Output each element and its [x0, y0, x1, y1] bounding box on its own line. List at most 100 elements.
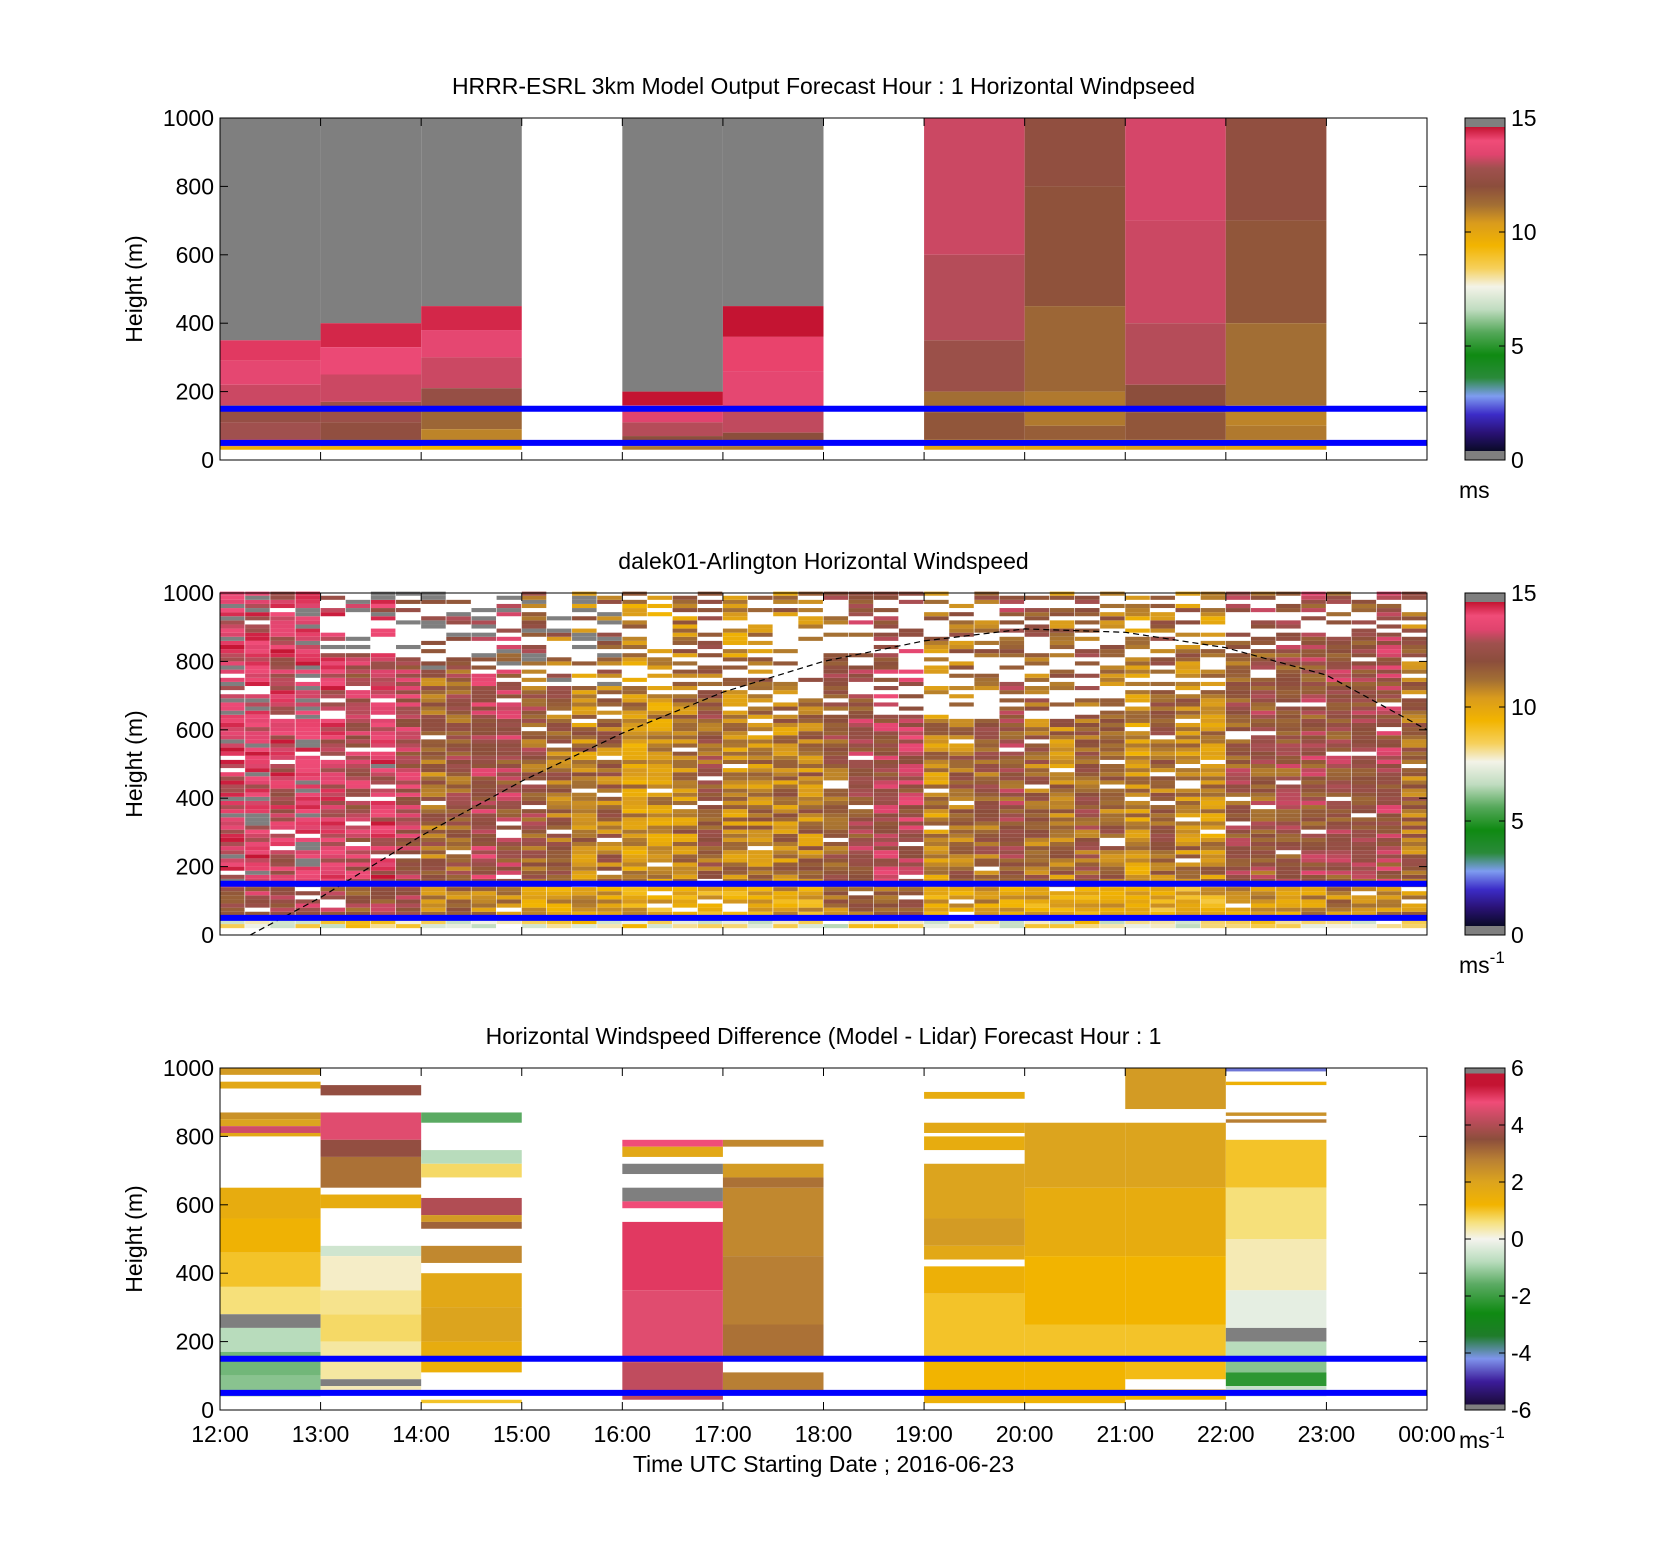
- heatmap-cell: [722, 710, 748, 715]
- heatmap-cell: [496, 903, 522, 908]
- heatmap-cell: [1125, 776, 1150, 781]
- heatmap-cell: [572, 891, 597, 896]
- heatmap-cell: [924, 751, 949, 756]
- heatmap-cell: [1301, 739, 1326, 744]
- heatmap-cell: [1301, 911, 1326, 916]
- heatmap-cell: [1125, 1324, 1226, 1359]
- heatmap-cell: [1049, 644, 1075, 650]
- heatmap-cell: [295, 858, 320, 863]
- heatmap-cell: [597, 751, 622, 756]
- heatmap-cell: [1074, 854, 1100, 859]
- heatmap-cell: [396, 644, 421, 650]
- heatmap-cell: [345, 702, 371, 707]
- heatmap-cell: [647, 595, 673, 600]
- heatmap-cell: [999, 612, 1025, 617]
- heatmap-cell: [396, 694, 421, 699]
- heatmap-cell: [999, 772, 1025, 777]
- heatmap-cell: [873, 792, 899, 797]
- heatmap-cell: [1301, 686, 1326, 691]
- heatmap-cell: [270, 603, 295, 609]
- heatmap-cell: [496, 669, 522, 674]
- heatmap-cell: [446, 858, 471, 863]
- heatmap-cell: [295, 653, 320, 658]
- heatmap-cell: [597, 698, 622, 703]
- heatmap-cell: [471, 686, 497, 691]
- heatmap-cell: [546, 788, 572, 793]
- heatmap-cell: [823, 800, 849, 806]
- heatmap-cell: [672, 616, 698, 621]
- heatmap-cell: [1326, 673, 1351, 678]
- heatmap-cell: [722, 792, 748, 797]
- heatmap-cell: [295, 649, 320, 654]
- heatmap-cell: [848, 595, 874, 600]
- heatmap-cell: [647, 612, 673, 617]
- heatmap-cell: [1175, 603, 1201, 609]
- heatmap-cell: [672, 735, 698, 740]
- heatmap-cell: [345, 907, 371, 912]
- heatmap-cell: [421, 306, 522, 331]
- heatmap-cell: [798, 764, 823, 769]
- heatmap-cell: [1401, 846, 1427, 851]
- heatmap-cell: [898, 649, 924, 654]
- heatmap-cell: [1225, 1187, 1327, 1239]
- heatmap-cell: [1074, 850, 1100, 855]
- heatmap-cell: [295, 764, 320, 769]
- heatmap-cell: [396, 661, 421, 666]
- heatmap-cell: [798, 776, 823, 781]
- heatmap-cell: [245, 640, 270, 645]
- heatmap-cell: [572, 895, 597, 900]
- heatmap-cell: [597, 686, 622, 691]
- heatmap-cell: [396, 924, 421, 929]
- heatmap-cell: [823, 907, 849, 912]
- heatmap-cell: [672, 649, 698, 654]
- heatmap-cell: [1074, 903, 1100, 908]
- heatmap-cell: [1024, 657, 1050, 662]
- heatmap-cell: [1049, 825, 1075, 830]
- heatmap-cell: [446, 710, 471, 715]
- heatmap-cell: [1401, 706, 1427, 711]
- heatmap-cell: [220, 747, 245, 752]
- heatmap-cell: [672, 817, 698, 822]
- heatmap-cell: [647, 784, 673, 789]
- heatmap-cell: [1250, 739, 1276, 744]
- heatmap-cell: [1301, 603, 1326, 609]
- heatmap-cell: [949, 632, 974, 637]
- heatmap-cell: [622, 636, 647, 641]
- heatmap-cell: [1250, 825, 1276, 830]
- heatmap-cell: [1276, 743, 1301, 748]
- heatmap-cell: [974, 907, 999, 912]
- heatmap-cell: [798, 624, 823, 629]
- heatmap-cell: [572, 866, 597, 871]
- heatmap-cell: [974, 653, 999, 658]
- heatmap-cell: [1250, 841, 1276, 847]
- heatmap-cell: [1225, 1239, 1327, 1291]
- heatmap-cell: [974, 722, 999, 728]
- heatmap-cell: [1125, 854, 1150, 859]
- heatmap-cell: [597, 710, 622, 715]
- heatmap-cell: [1150, 714, 1175, 719]
- heatmap-cell: [647, 792, 673, 797]
- heatmap-cell: [1150, 829, 1175, 834]
- heatmap-cell: [597, 702, 622, 707]
- heatmap-cell: [1326, 813, 1351, 818]
- heatmap-cell: [345, 759, 371, 764]
- heatmap-cell: [798, 755, 823, 760]
- heatmap-cell: [672, 739, 698, 744]
- heatmap-cell: [1074, 599, 1100, 604]
- heatmap-cell: [521, 792, 547, 797]
- heatmap-cell: [1376, 911, 1402, 916]
- heatmap-cell: [873, 854, 899, 859]
- heatmap-cell: [974, 821, 999, 826]
- heatmap-cell: [823, 743, 849, 748]
- heatmap-cell: [1074, 862, 1100, 867]
- heatmap-cell: [1024, 677, 1050, 682]
- heatmap-cell: [546, 821, 572, 826]
- heatmap-cell: [421, 1150, 522, 1164]
- heatmap-cell: [245, 624, 270, 629]
- heatmap-cell: [722, 694, 748, 699]
- heatmap-cell: [245, 710, 270, 715]
- heatmap-cell: [421, 710, 446, 715]
- heatmap-cell: [1301, 866, 1326, 871]
- heatmap-cell: [270, 874, 295, 879]
- heatmap-cell: [370, 780, 396, 785]
